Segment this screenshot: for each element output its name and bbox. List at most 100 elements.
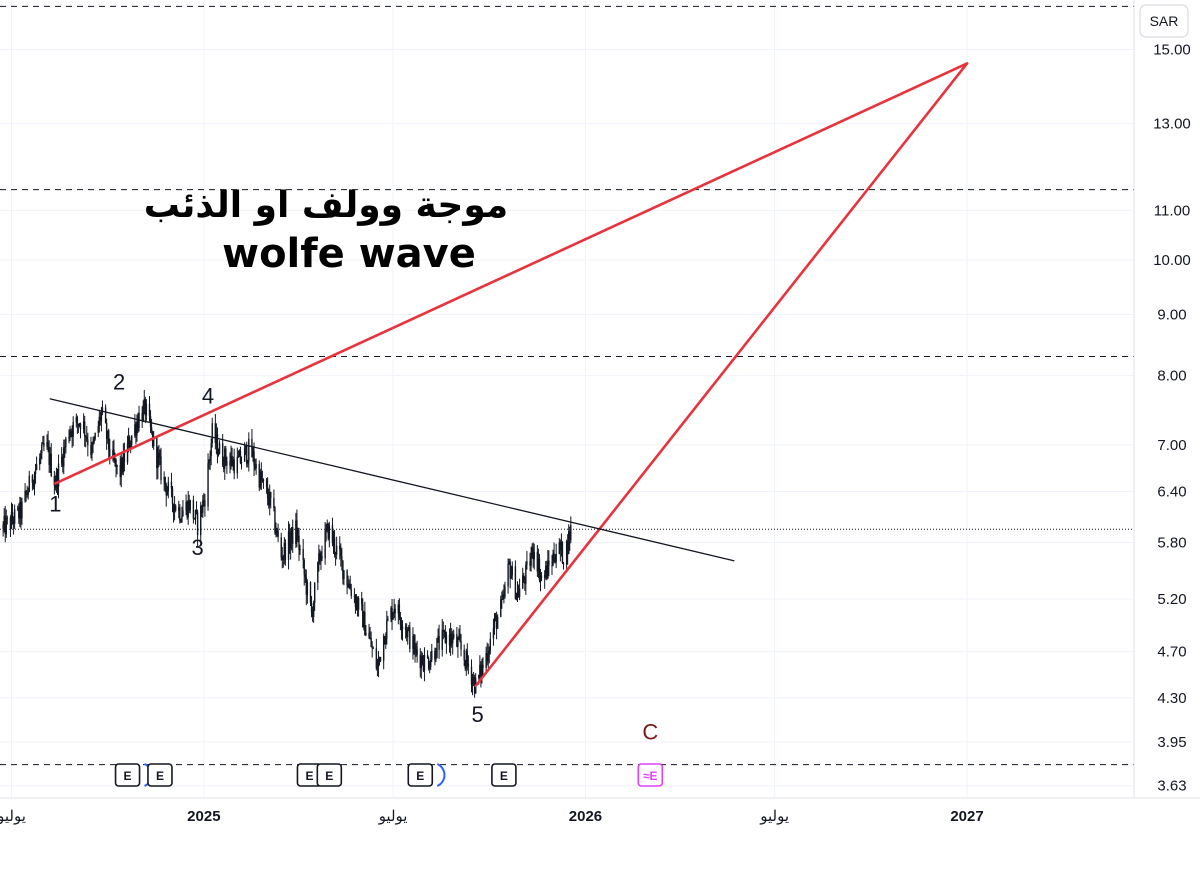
candle-body xyxy=(156,436,158,469)
candle-body xyxy=(515,593,518,599)
earnings-marker[interactable]: E xyxy=(147,763,173,787)
candle-body xyxy=(5,517,7,535)
earnings-marker-box[interactable] xyxy=(316,763,343,787)
candle-body xyxy=(149,416,152,428)
earnings-marker-text: ≈E xyxy=(643,769,658,783)
candle-body xyxy=(368,632,370,638)
candle-body xyxy=(555,553,557,563)
candle-body xyxy=(33,473,36,487)
candle-body xyxy=(430,659,432,667)
candle-body xyxy=(201,505,203,513)
candle-body xyxy=(253,451,255,466)
earnings-marker-box[interactable] xyxy=(491,763,517,787)
earnings-marker[interactable]: E xyxy=(491,763,517,787)
time-axis-label: 2026 xyxy=(569,808,602,825)
candle-body xyxy=(478,674,480,679)
candle-body xyxy=(27,491,29,495)
trendline-line[interactable] xyxy=(49,398,735,562)
earnings-marker-text: E xyxy=(500,769,508,783)
candle-body xyxy=(260,471,263,481)
candle-body xyxy=(501,598,503,600)
earnings-marker-box[interactable] xyxy=(637,763,664,787)
candle-body xyxy=(398,604,401,617)
currency-box[interactable]: SAR xyxy=(1139,4,1189,38)
candle-body xyxy=(85,436,87,438)
lower-line[interactable] xyxy=(474,62,969,688)
candle-body xyxy=(407,629,409,638)
candle-body xyxy=(223,465,225,469)
earnings-marker[interactable]: ≈E xyxy=(637,763,664,787)
candle-body xyxy=(397,604,400,614)
candle-body xyxy=(435,657,437,660)
candle-body xyxy=(189,500,191,511)
candle-body xyxy=(444,631,447,643)
candle-body xyxy=(209,455,211,461)
candle-body xyxy=(531,547,533,557)
candle-body xyxy=(77,423,80,426)
earnings-marker[interactable]: E xyxy=(316,763,343,787)
candle-body xyxy=(101,407,104,411)
candle-body xyxy=(210,443,212,456)
candle-body xyxy=(487,654,489,662)
candle-body xyxy=(277,530,279,538)
upper-line[interactable] xyxy=(54,62,969,485)
candle-body xyxy=(553,553,555,561)
candle-body xyxy=(354,596,357,608)
pattern-lines[interactable] xyxy=(49,62,969,688)
price-axis-label: 3.95 xyxy=(1157,734,1186,751)
candle-body xyxy=(47,442,49,447)
candles xyxy=(2,389,572,698)
candle-body xyxy=(200,505,202,536)
candle-body xyxy=(167,481,170,492)
candle-body xyxy=(243,448,246,462)
dividend-icon[interactable] xyxy=(436,763,446,787)
candle-body xyxy=(299,549,301,551)
candle-body xyxy=(6,517,9,519)
earnings-markers[interactable]: E E E E E E ≈E xyxy=(114,763,664,787)
time-axis[interactable]: يوليو 2025 يوليو 2026 يوليو 2027 xyxy=(0,808,984,825)
candle-body xyxy=(3,515,5,525)
candle-body xyxy=(321,556,323,559)
candle-body xyxy=(35,464,38,471)
candle-body xyxy=(114,459,116,461)
candle-body xyxy=(436,638,438,658)
candle-body xyxy=(480,664,482,678)
candle-body xyxy=(287,531,290,561)
candle-body xyxy=(415,645,417,650)
candle-body xyxy=(526,561,528,565)
candle-body xyxy=(479,664,481,675)
candle-body xyxy=(31,475,34,483)
candle-body xyxy=(464,660,466,669)
candle-body xyxy=(496,616,499,629)
candle-body xyxy=(163,476,165,481)
candle-body xyxy=(453,634,455,638)
price-axis[interactable]: 15.00 13.00 11.00 10.00 9.00 8.00 7.00 6.40 5.80… xyxy=(1153,41,1191,794)
candle-body xyxy=(136,421,138,436)
candle-body xyxy=(86,437,88,440)
candle-body xyxy=(548,560,550,566)
candle-body xyxy=(276,530,278,534)
currency-box-frame[interactable] xyxy=(1139,4,1189,38)
earnings-marker[interactable]: E xyxy=(407,763,446,787)
earnings-marker-box[interactable] xyxy=(407,763,434,787)
earnings-marker-box[interactable] xyxy=(147,763,173,787)
candle-body xyxy=(562,563,565,565)
candle-body xyxy=(355,599,358,608)
candle-body xyxy=(182,510,184,517)
candle-body xyxy=(302,549,304,561)
candle-body xyxy=(382,635,385,661)
candle-body xyxy=(157,453,159,469)
candle-body xyxy=(347,585,349,587)
candle-body xyxy=(54,485,57,488)
earnings-marker-box[interactable] xyxy=(114,763,141,787)
candle-body xyxy=(137,421,139,428)
candle-body xyxy=(236,456,239,474)
candle-body xyxy=(467,663,470,667)
candle-body xyxy=(93,439,95,443)
candle-body xyxy=(207,463,209,507)
candle-body xyxy=(41,444,43,454)
candle-body xyxy=(545,565,547,575)
earnings-marker[interactable]: E xyxy=(114,763,153,787)
